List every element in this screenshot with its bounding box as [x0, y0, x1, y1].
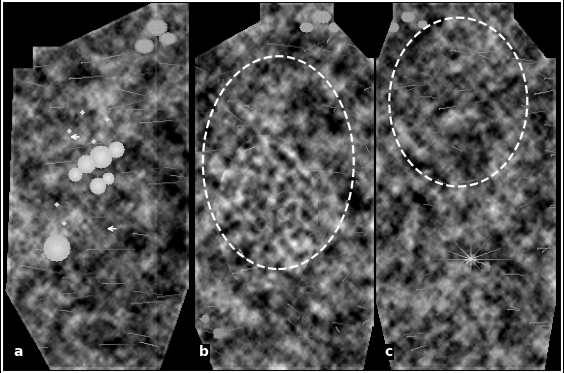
Text: a: a: [14, 345, 23, 359]
Text: c: c: [385, 345, 393, 359]
Text: b: b: [199, 345, 209, 359]
